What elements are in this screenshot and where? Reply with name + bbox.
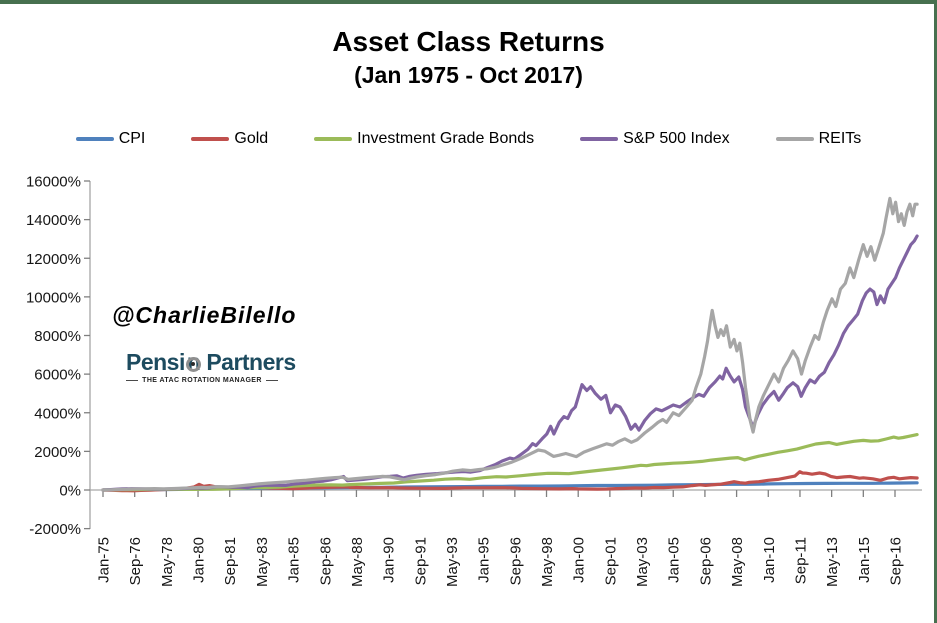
x-tick-label: Jan-00 [571,537,588,583]
brand-tagline: THE ATAC ROTATION MANAGER [126,377,278,384]
legend-item-investment-grade-bonds: Investment Grade Bonds [314,130,534,148]
x-tick-label: Jan-15 [856,537,873,583]
legend-swatch-cpi [75,137,114,141]
x-tick-label: May-78 [159,537,176,587]
x-tick-label: Sep-11 [792,537,809,584]
legend-item-s-p-500-index: S&P 500 Index [580,130,730,148]
legend-item-gold: Gold [191,130,268,148]
tagline-rule-left [126,380,139,381]
y-tick-label: 6000% [34,367,81,384]
x-tick-label: Jan-75 [96,537,113,583]
y-tick-label: 10000% [26,289,81,306]
frame-border-right [934,0,937,623]
x-tick-label: Jan-80 [191,537,208,583]
x-tick-label: Jan-10 [761,537,778,583]
x-tick-label: May-93 [444,537,461,587]
x-tick-label: Jan-05 [666,537,683,583]
x-tick-label: Sep-01 [602,537,619,585]
legend-item-reits: REITs [775,130,862,148]
x-tick-label: Jan-85 [286,537,303,583]
watermark-twitter-handle: @CharlieBilello [112,302,297,328]
x-tick-label: Jan-95 [476,537,493,583]
x-tick-label: May-03 [634,537,651,587]
legend-swatch-gold [191,137,230,141]
y-tick-label: 12000% [26,251,81,268]
legend-label-s-p-500-index: S&P 500 Index [623,130,730,147]
x-tick-label: Sep-96 [507,537,524,585]
x-tick-label: Jan-90 [381,537,398,583]
y-tick-label: 4000% [34,405,81,422]
legend-label-gold: Gold [234,130,269,147]
x-tick-label: Sep-86 [317,537,334,585]
brand-name: Pensi n Partners [126,349,296,376]
y-tick-label: -2000% [29,521,81,538]
y-tick-label: 14000% [26,212,81,229]
x-tick-label: May-08 [729,537,746,587]
legend-label-reits: REITs [818,130,862,147]
legend-label-investment-grade-bonds: Investment Grade Bonds [357,130,535,147]
tagline-rule-right [265,380,278,381]
legend-label-cpi: CPI [118,130,146,147]
x-tick-label: Sep-06 [697,537,714,585]
series-line-s-p-500-index [101,234,919,492]
legend-item-cpi: CPI [75,130,146,148]
x-tick-label: May-13 [824,537,841,587]
y-tick-label: 2000% [34,444,81,461]
brand-name-part1: Pensi [126,349,185,375]
legend-swatch-reits [775,137,814,141]
y-tick-label: 16000% [26,174,81,191]
x-tick-label: Sep-16 [888,537,905,585]
y-tick-label: 0% [59,483,81,500]
x-tick-label: Sep-76 [127,537,144,585]
x-tick-label: May-98 [539,537,556,587]
brand-name-part2: n Partners [186,349,296,375]
page-subtitle: (Jan 1975 - Oct 2017) [354,62,583,88]
legend-swatch-s-p-500-index [580,137,619,141]
x-tick-label: Sep-81 [222,537,239,585]
legend-swatch-investment-grade-bonds [314,137,353,141]
x-tick-label: May-83 [254,537,271,587]
tagline-text: THE ATAC ROTATION MANAGER [142,377,262,384]
series-line-reits [101,196,919,492]
brand-logo: Pensi n Partners THE ATAC ROTATION MANAGE… [126,349,296,384]
frame-border-top [0,0,937,4]
y-tick-label: 8000% [34,328,81,345]
page-title: Asset Class Returns [332,26,605,57]
x-tick-label: Sep-91 [412,537,429,585]
legend: CPI Gold Investment Grade Bonds S&P 500 Ind… [0,126,937,152]
x-tick-label: May-88 [349,537,366,587]
